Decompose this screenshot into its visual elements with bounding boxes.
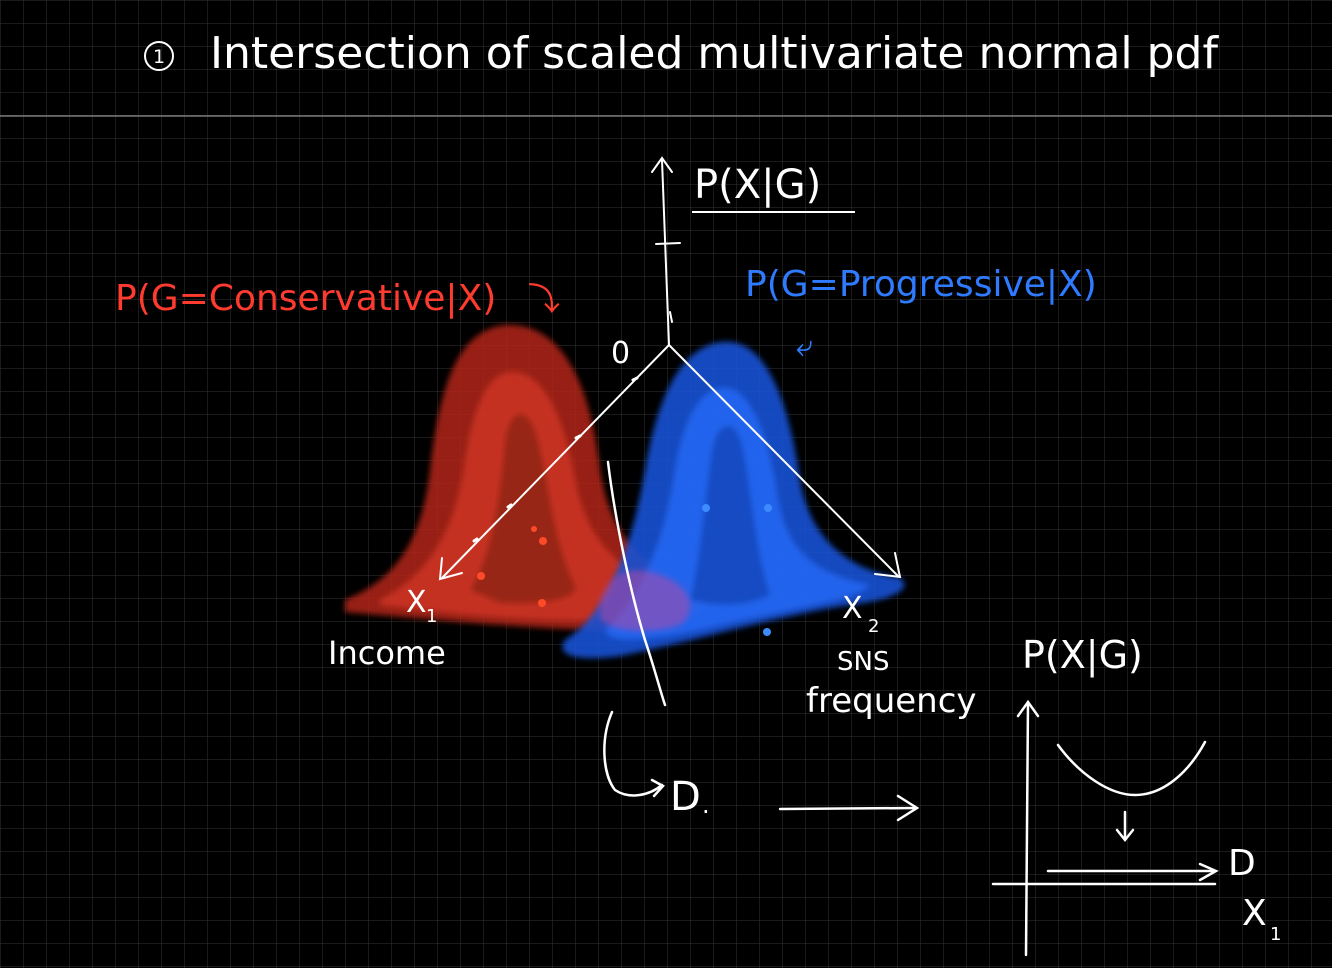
- vertical-axis-small-tick: [669, 311, 673, 323]
- boundary-hook-arrow: [603, 710, 664, 797]
- inset-curve: [1056, 740, 1207, 797]
- x2-axis-arrow: [874, 552, 902, 579]
- conservative-distribution: [345, 324, 708, 631]
- progressive-label: P(G=Progressive|X): [745, 264, 1097, 305]
- decision-boundary: [606, 460, 667, 707]
- progressive-blob-core: [690, 426, 770, 605]
- vertical-axis-label: P(X|G): [694, 162, 821, 208]
- blue-point: [702, 504, 710, 512]
- inset-plot: [991, 699, 1219, 957]
- blue-point: [763, 628, 771, 636]
- inset-y-axis: [1024, 700, 1030, 957]
- axes-3d: [438, 156, 902, 581]
- x1-axis-name: Income: [328, 634, 446, 672]
- x1-tick: [506, 503, 513, 509]
- inset-decision-arrowhead: [1198, 862, 1219, 882]
- vertical-axis: [661, 159, 670, 346]
- red-point: [538, 599, 546, 607]
- blue-point: [764, 504, 772, 512]
- conservative-label: P(G=Conservative|X): [115, 278, 496, 319]
- x1-tick: [574, 434, 582, 440]
- vertical-axis-tick: [655, 242, 681, 245]
- red-point: [539, 537, 547, 545]
- inset-down-arrow-head: [1115, 828, 1135, 843]
- conservative-mark: ⤵: [528, 280, 560, 318]
- boundary-hook-arrowhead: [650, 778, 665, 798]
- x1-axis-subscript: 1: [426, 606, 437, 627]
- x2-axis-label: X: [842, 591, 863, 626]
- vertical-axis-arrow: [651, 156, 673, 173]
- x2-axis: [668, 344, 899, 577]
- boundary-label-suffix: .: [702, 791, 710, 819]
- to-inset-arrowhead: [896, 794, 920, 822]
- inset-xlabel-subscript: 1: [1270, 924, 1281, 945]
- x1-axis-label: X: [406, 585, 427, 620]
- sample-points: [477, 504, 772, 636]
- inset-xlabel: X: [1242, 893, 1267, 934]
- x1-tick: [472, 537, 479, 543]
- to-inset-arrow: [778, 806, 917, 811]
- x1-axis: [441, 344, 670, 579]
- x2-axis-name-line2: frequency: [806, 681, 977, 721]
- inset-line-label: D: [1228, 843, 1256, 884]
- title-text: Intersection of scaled multivariate norm…: [210, 28, 1219, 79]
- origin-label: 0: [611, 336, 630, 371]
- boundary-label: D: [670, 774, 701, 820]
- overlap-region: [600, 570, 691, 631]
- conservative-blob-core: [470, 413, 576, 604]
- inset-ylabel: P(X|G): [1022, 633, 1143, 678]
- x2-axis-subscript: 2: [868, 616, 879, 637]
- progressive-mark: ⤶: [796, 329, 813, 364]
- inset-y-axis-arrow: [1016, 699, 1040, 718]
- x1-axis-arrow: [438, 557, 463, 581]
- title-number-circle: [144, 41, 174, 71]
- title-number: 1: [153, 46, 165, 68]
- x1-tick: [631, 376, 639, 382]
- red-point: [477, 572, 485, 580]
- title: 1 Intersection of scaled multivariate no…: [144, 28, 1219, 79]
- x2-axis-name-line1: SNS: [837, 647, 889, 677]
- red-point: [531, 526, 537, 532]
